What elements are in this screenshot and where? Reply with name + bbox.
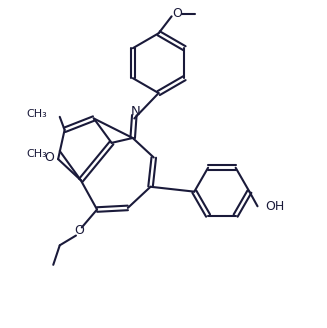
Text: CH₃: CH₃	[26, 149, 47, 159]
Text: O: O	[173, 7, 182, 20]
Text: CH₃: CH₃	[26, 109, 47, 119]
Text: O: O	[44, 151, 54, 164]
Text: OH: OH	[266, 200, 285, 213]
Text: N: N	[131, 106, 141, 118]
Text: O: O	[74, 224, 84, 237]
